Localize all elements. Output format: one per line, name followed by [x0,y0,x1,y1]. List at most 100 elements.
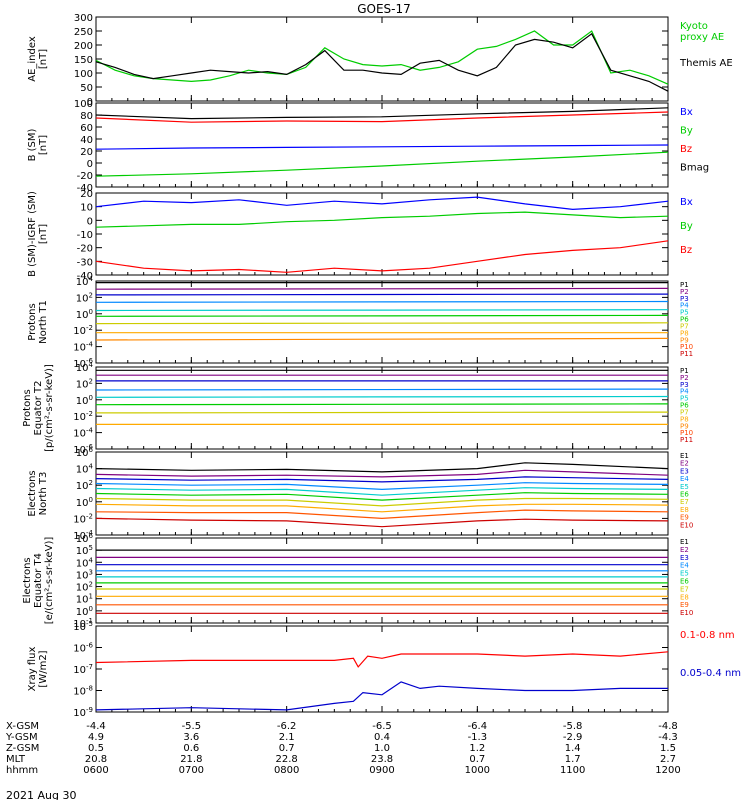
footer-value: 1100 [560,765,585,776]
footer-value: 1000 [465,765,490,776]
y-tick-label: 10-8 [73,685,93,698]
legend-entry: E3 [680,467,689,475]
y-axis-label: ProtonsEquator T2[p/(cm²-s-sr-keV)] [22,364,55,452]
panel-frame [95,16,669,102]
footer-value: -6.5 [372,721,392,732]
panel-frame [95,625,669,713]
y-tick-label: 0 [87,159,93,170]
y-tick-label: 300 [74,13,93,24]
series-line [95,300,669,303]
y-tick-label: 100 [76,394,93,407]
footer-value: -4.8 [658,721,678,732]
panel-1: 0 50 100 150 200 250 300 AE_index[nT] Kyoto proxy… [27,13,733,108]
legend-entry: Bmag [680,163,709,174]
series-line [95,314,669,317]
footer-value: 2.1 [279,732,295,743]
y-axis-label: ProtonsNorth T1 [27,300,49,344]
y-tick-label: -30 [77,257,93,268]
legend-entry: P10 [680,343,693,351]
legend-entry: P11 [680,436,693,444]
legend-entry: E9 [680,514,689,522]
y-tick-label: 60 [80,123,93,134]
series-line [95,287,669,290]
legend-entry: P10 [680,429,693,437]
panel-8: 10-9 10-8 10-7 10-6 10-5 Xray flux[W/m2] 0.1-0… [27,620,741,719]
footer-value: 0900 [369,765,394,776]
legend-entry: P9 [680,336,689,344]
y-tick-label: 104 [76,463,94,476]
y-tick-label: 104 [76,361,94,374]
legend-entry: Bz [680,144,692,155]
series-line [95,240,669,273]
legend-entry: E2 [680,460,689,468]
series-line [95,469,669,478]
footer-value: -2.9 [563,732,583,743]
y-tick-label: 10-6 [73,642,93,655]
series-line [95,395,669,398]
y-tick-label: 150 [74,55,93,66]
panel-frame [95,280,669,364]
legend-entry: By [680,221,693,232]
y-tick-label: 104 [76,556,94,569]
y-tick-label: 100 [76,308,93,321]
y-tick-label: 101 [76,593,93,606]
y-tick-label: 10-2 [73,512,93,525]
panel-frame [95,192,669,276]
footer-value: 0700 [179,765,204,776]
legend-entry: E1 [680,538,689,546]
y-tick-label: -20 [77,171,93,182]
legend-entry: Bz [680,245,692,256]
legend-entry: P6 [680,402,689,410]
legend-entry: E10 [680,609,693,617]
legend-entry: E7 [680,585,689,593]
y-tick-label: 100 [74,99,93,110]
y-tick-label: 100 [76,605,93,618]
y-tick-label: 200 [74,41,93,52]
legend-entry: E7 [680,498,689,506]
legend-entry: P3 [680,295,689,303]
y-tick-label: -40 [77,183,93,194]
footer-value: 0.7 [469,754,485,765]
series-line [95,503,669,513]
y-tick-label: -40 [77,271,93,282]
footer-value: 22.8 [276,754,298,765]
legend-entry: E10 [680,521,693,529]
series-line [95,196,669,211]
footer-value: 23.8 [371,754,393,765]
y-tick-label: 20 [80,147,93,158]
series-line [95,509,669,520]
legend-entry: E8 [680,506,689,514]
y-tick-label: 102 [76,291,93,304]
series-line [95,107,669,120]
footer-value: 3.6 [183,732,199,743]
y-tick-label: 0 [87,216,93,227]
y-tick-label: 102 [76,377,93,390]
footer-value: 0.5 [88,743,104,754]
legend-entry: Themis AE [679,58,733,69]
y-tick-label: 100 [74,69,93,80]
y-tick-label: 102 [76,581,93,594]
y-axis-label: ElectronsNorth T3 [27,470,49,516]
footer-value: 1.4 [565,743,581,754]
legend-entry: P7 [680,408,689,416]
series-line [95,337,669,341]
footer-value: -4.4 [86,721,106,732]
series-line [95,32,669,92]
legend-entry: P3 [680,381,689,389]
series-line [95,144,669,150]
y-tick-label: 106 [76,446,94,459]
y-tick-label: -20 [77,244,93,255]
legend-entry: Kyoto proxy AE [680,21,724,43]
footer-row-label: Z-GSM [6,743,39,754]
ephemeris-footer: X-GSM -4.4 -5.5 -6.2 -6.5 -6.4 -5.8 -4.8 Y-GSM 4.… [5,721,681,776]
footer-row-label: X-GSM [6,721,39,732]
footer-value: -4.3 [658,732,678,743]
series-line [95,211,669,228]
y-axis-label: B (SM)-IGRF (SM)[nT] [27,191,49,277]
legend-entry: P5 [680,309,689,317]
legend-entry: P8 [680,329,689,337]
